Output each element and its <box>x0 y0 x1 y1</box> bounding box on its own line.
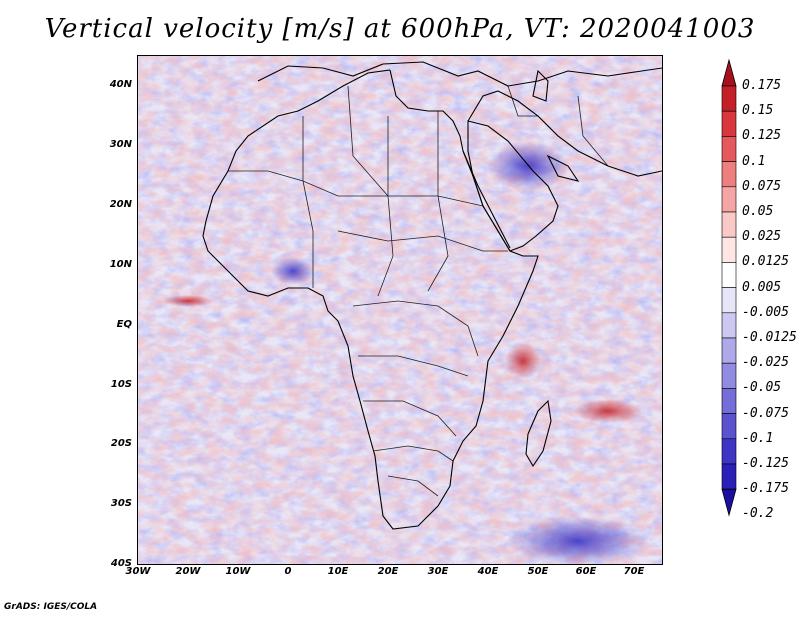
legend-swatch <box>721 388 737 414</box>
lon-label: 20E <box>377 566 399 577</box>
legend-swatch <box>721 438 737 465</box>
lat-label: 30S <box>110 498 132 509</box>
legend-label: 0.005 <box>742 279 782 295</box>
legend-top-arrow <box>721 58 737 87</box>
legend-label: -0.2 <box>742 506 774 522</box>
lat-label: 10N <box>109 259 132 270</box>
map-plot-area <box>137 55 663 565</box>
country-borders <box>228 85 609 497</box>
legend-swatch <box>721 110 737 137</box>
map-title: Vertical velocity [m/s] at 600hPa, VT: 2… <box>44 14 756 44</box>
lat-label: 40N <box>109 79 132 90</box>
lon-label: 30E <box>427 566 449 577</box>
legend-label: -0.025 <box>742 355 789 371</box>
lon-label: 50E <box>527 566 549 577</box>
color-legend <box>721 58 737 517</box>
velocity-field-map <box>138 56 662 564</box>
lon-label: 10W <box>225 566 251 577</box>
legend-label: 0.125 <box>742 128 782 144</box>
lat-label: 20S <box>110 438 132 449</box>
legend-label: 0.0125 <box>742 254 789 270</box>
legend-swatch <box>721 312 737 339</box>
legend-swatch <box>721 287 737 314</box>
lat-label: 30N <box>109 139 132 150</box>
lat-label: 10S <box>110 379 132 390</box>
legend-swatch <box>721 413 737 440</box>
legend-label: -0.005 <box>742 304 789 320</box>
legend-label: 0.1 <box>742 153 766 169</box>
lat-label: 20N <box>109 199 132 210</box>
legend-label: 0.075 <box>742 178 782 194</box>
lon-label: 70E <box>623 566 645 577</box>
legend-label: -0.125 <box>742 456 789 471</box>
legend-label: -0.1 <box>742 430 774 446</box>
legend-label: 0.175 <box>742 78 782 93</box>
legend-swatch <box>721 337 737 364</box>
legend-label: -0.0125 <box>742 330 797 345</box>
lat-label: 40S <box>110 558 132 569</box>
lon-label: 60E <box>575 566 597 577</box>
legend-swatch <box>721 236 737 263</box>
lon-label: 40E <box>477 566 499 577</box>
legend-label: 0.025 <box>742 229 782 245</box>
legend-swatch <box>721 463 737 490</box>
legend-swatch <box>721 161 737 188</box>
legend-swatch <box>721 136 737 162</box>
legend-swatch <box>721 85 737 112</box>
legend-swatch <box>721 362 737 389</box>
legend-label: -0.075 <box>742 405 789 421</box>
legend-label: -0.175 <box>742 481 789 497</box>
legend-swatch <box>721 211 737 238</box>
legend-swatch <box>721 186 737 213</box>
lon-label: 10E <box>327 566 349 577</box>
lon-label: 30W <box>125 566 151 577</box>
footer-credit: GrADS: IGES/COLA <box>4 602 98 612</box>
legend-bottom-arrow <box>721 488 737 517</box>
lat-label: EQ <box>116 319 132 330</box>
lon-label: 20W <box>175 566 201 577</box>
legend-label: 0.05 <box>742 204 774 219</box>
legend-label: 0.15 <box>742 103 774 119</box>
lon-label: 0 <box>284 566 292 577</box>
legend-label: -0.05 <box>742 380 782 396</box>
legend-swatch <box>721 262 737 288</box>
